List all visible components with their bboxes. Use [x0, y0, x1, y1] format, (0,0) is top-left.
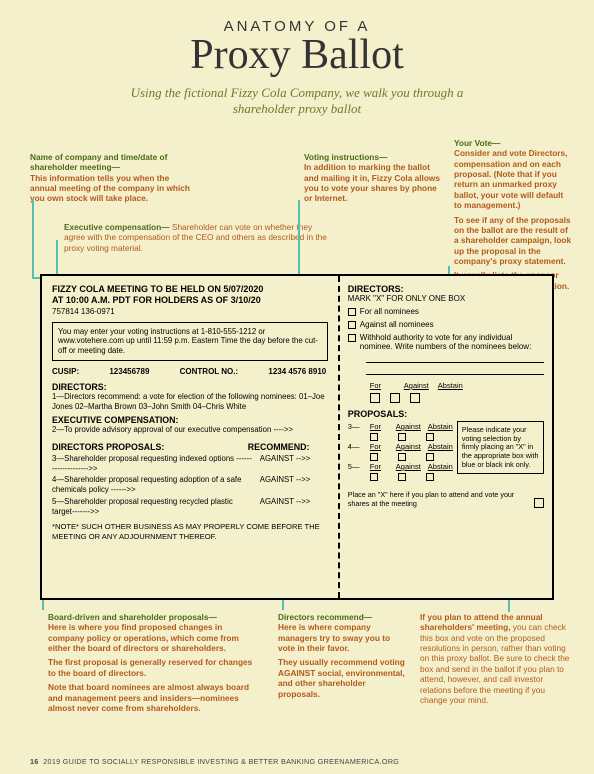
prop4-boxes [348, 452, 453, 461]
id-line: CUSIP: 123456789 CONTROL NO.: 1234 4576 … [52, 367, 328, 376]
cb-p5-against[interactable] [398, 473, 406, 481]
checkbox-withhold[interactable] [348, 334, 356, 342]
cb-p5-for[interactable] [370, 473, 378, 481]
prop4-header: 4—ForAgainstAbstain [348, 442, 453, 451]
cb-p3-for[interactable] [370, 433, 378, 441]
cb-p4-abstain[interactable] [426, 453, 434, 461]
checkbox-against-all[interactable] [348, 321, 356, 329]
right-directors-title: DIRECTORS: [348, 284, 544, 294]
ballot-left-panel: FIZZY COLA MEETING TO BE HELD ON 5/07/20… [42, 276, 338, 598]
ballot-card: FIZZY COLA MEETING TO BE HELD ON 5/07/20… [40, 274, 554, 600]
cb-p3-abstain[interactable] [426, 433, 434, 441]
opt-against-all: Against all nominees [348, 320, 544, 329]
cb-p4-for[interactable] [370, 453, 378, 461]
proposal-row-3: 3—Shareholder proposal requesting indexe… [52, 454, 328, 473]
directors-body: 1—Directors recommend: a vote for electi… [52, 392, 328, 411]
ballot-note: *NOTE* SUCH OTHER BUSINESS AS MAY PROPER… [52, 522, 328, 540]
callout-name-time: Name of company and time/date of shareho… [30, 152, 194, 208]
checkbox-for-all[interactable] [348, 308, 356, 316]
meeting-title: FIZZY COLA MEETING TO BE HELD ON 5/07/20… [52, 284, 328, 306]
cb-p3-against[interactable] [398, 433, 406, 441]
proposal-row-5: 5—Shareholder proposal requesting recycl… [52, 497, 328, 516]
directors-heading: DIRECTORS: [52, 382, 328, 392]
prop5-boxes [348, 472, 453, 481]
opt-withhold: Withhold authority to vote for any indiv… [348, 333, 544, 351]
checkbox-attend[interactable] [534, 498, 544, 508]
callout-your-vote: Your Vote—Consider and vote Directors, c… [454, 138, 572, 295]
meeting-codes: 757814 136-0971 [52, 307, 328, 316]
page-footer: 16 2019 GUIDE TO SOCIALLY RESPONSIBLE IN… [30, 757, 399, 766]
title-big: Proxy Ballot [30, 31, 564, 79]
callout-dir-recommend: Directors recommend—Here is where compan… [278, 612, 408, 703]
proposal-row-4: 4—Shareholder proposal requesting adopti… [52, 475, 328, 494]
cb-p5-abstain[interactable] [426, 473, 434, 481]
exec-comp-body: 2—To provide advisory approval of our ex… [52, 425, 328, 435]
prop3-header: 3—ForAgainstAbstain [348, 422, 453, 431]
opt-for-all: For all nominees [348, 307, 544, 316]
callout-attend: If you plan to attend the annual shareho… [420, 612, 570, 709]
exec-vote-row [370, 392, 544, 403]
ballot-right-panel: DIRECTORS: MARK "X" FOR ONLY ONE BOX For… [338, 276, 552, 598]
attend-row: Place an "X" here if you plan to attend … [348, 490, 544, 508]
write-line-2[interactable] [366, 367, 544, 375]
exec-comp-heading: EXECUTIVE COMPENSATION: [52, 415, 328, 425]
prop5-header: 5—ForAgainstAbstain [348, 462, 453, 471]
cb-p4-against[interactable] [398, 453, 406, 461]
voting-instructions-box: Please indicate your voting selection by… [457, 421, 544, 474]
proposals-heading: DIRECTORS PROPOSALS: [52, 442, 248, 452]
cb-exec-against[interactable] [390, 393, 400, 403]
prop3-boxes [348, 432, 453, 441]
recommend-heading: RECOMMEND: [248, 442, 328, 452]
instructions-box: You may enter your voting instructions a… [52, 322, 328, 361]
write-line-1[interactable] [366, 355, 544, 363]
cb-exec-for[interactable] [370, 393, 380, 403]
cb-exec-abstain[interactable] [410, 393, 420, 403]
subtitle: Using the fictional Fizzy Cola Company, … [110, 85, 484, 118]
callout-exec-comp: Executive compensation— Shareholder can … [64, 222, 334, 257]
vote-header: ForAgainstAbstain [370, 381, 544, 390]
callout-board-props: Board-driven and shareholder proposals—H… [48, 612, 258, 717]
right-proposals-title: PROPOSALS: [348, 409, 544, 419]
callout-voting-instr: Voting instructions—In addition to marki… [304, 152, 444, 208]
right-directors-sub: MARK "X" FOR ONLY ONE BOX [348, 294, 544, 303]
